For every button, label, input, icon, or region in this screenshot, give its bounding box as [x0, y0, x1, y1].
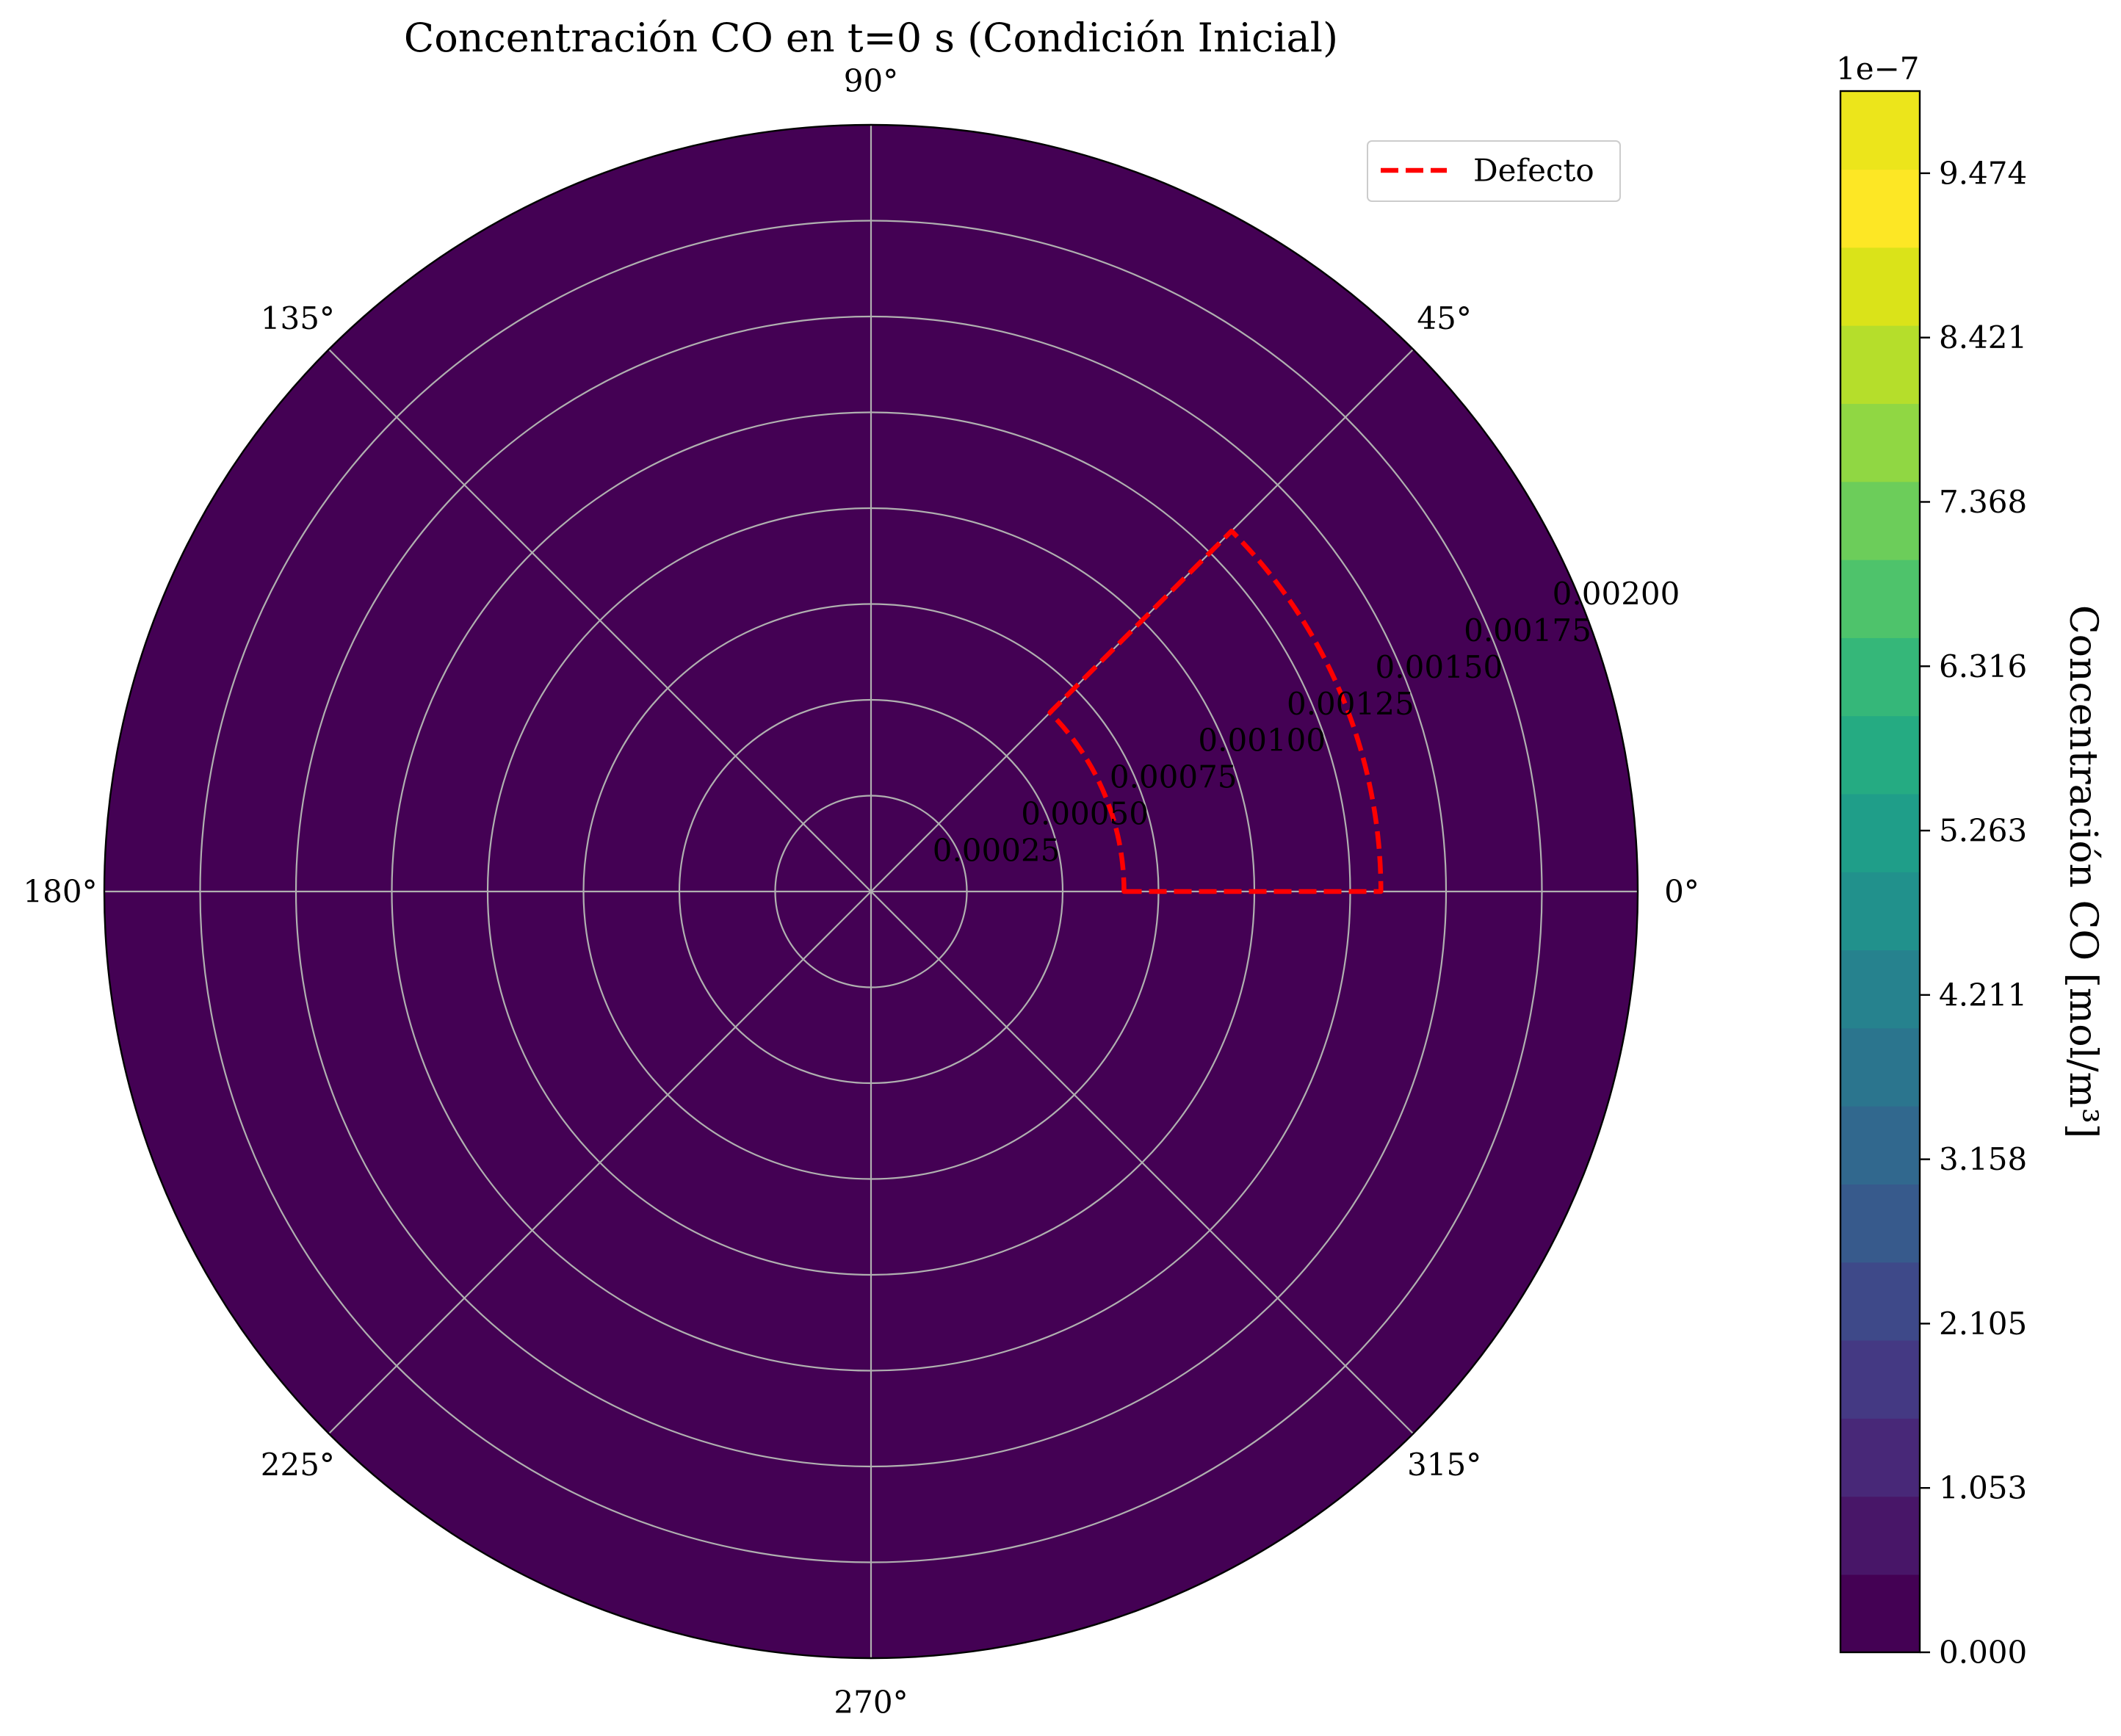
- angular-gridline: [328, 891, 872, 1434]
- colorbar-tick-label: 3.158: [1939, 1141, 2027, 1177]
- colorbar-level: [1840, 715, 1920, 795]
- colorbar-level: [1840, 169, 1920, 248]
- colorbar-level: [1840, 1027, 1920, 1107]
- colorbar-label: Concentración CO [mol/m³]: [2061, 605, 2105, 1138]
- colorbar-tick-label: 1.053: [1939, 1470, 2027, 1506]
- colorbar-level: [1840, 559, 1920, 638]
- colorbar-level: [1840, 793, 1920, 872]
- legend: Defecto: [1367, 140, 1621, 202]
- colorbar-tick-label: 5.263: [1939, 813, 2027, 849]
- radial-tick-label: 0.00100: [1198, 723, 1326, 759]
- defect-outline: [1047, 528, 1384, 894]
- polar-frame: [103, 123, 1639, 1660]
- colorbar-level: [1840, 1418, 1920, 1497]
- radial-tick-label: 0.00150: [1376, 649, 1503, 685]
- polar-axes: 0°45°90°135°180°225°270°315°0.000250.000…: [23, 63, 1699, 1721]
- colorbar-offset-text: 1e−7: [1836, 51, 1920, 87]
- colorbar-level: [1840, 950, 1920, 1029]
- legend-box: [1367, 140, 1621, 202]
- radial-tick-label: 0.00200: [1553, 576, 1680, 612]
- chart-title: Concentración CO en t=0 s (Condición Ini…: [404, 15, 1338, 61]
- angular-gridline: [328, 349, 872, 892]
- colorbar-level: [1840, 1496, 1920, 1575]
- colorbar-level: [1840, 403, 1920, 482]
- angular-gridline: [870, 891, 1414, 1434]
- legend-label-defecto: Defecto: [1473, 153, 1594, 189]
- colorbar-level: [1840, 1574, 1920, 1653]
- colorbar-tick-label: 6.316: [1939, 648, 2027, 684]
- radial-tick-label: 0.00075: [1110, 759, 1237, 795]
- colorbar: 0.000 1.053 2.105 3.158 4.211 5.263 6.316 7.368…: [1836, 51, 2105, 1671]
- colorbar-tick-label: 7.368: [1939, 484, 2027, 520]
- colorbar-level: [1840, 1262, 1920, 1341]
- radial-tick-label: 0.00125: [1287, 686, 1414, 722]
- colorbar-level: [1840, 325, 1920, 404]
- colorbar-tick-label: 0.000: [1939, 1635, 2027, 1671]
- radial-tick-label: 0.00050: [1021, 796, 1149, 832]
- colorbar-tick-label: 8.421: [1939, 319, 2027, 355]
- colorbar-tick-label: 2.105: [1939, 1306, 2027, 1342]
- angular-tick-label: 45°: [1417, 300, 1471, 336]
- colorbar-level: [1840, 1105, 1920, 1185]
- angular-tick-label: 0°: [1664, 874, 1699, 910]
- colorbar-tick-label: 4.211: [1939, 977, 2027, 1013]
- radial-tick-label: 0.00025: [933, 833, 1060, 869]
- colorbar-tick-label: 9.474: [1939, 155, 2027, 191]
- angular-tick-label: 135°: [261, 300, 335, 336]
- colorbar-level: [1840, 91, 1920, 170]
- radial-tick-label: 0.00175: [1464, 612, 1591, 648]
- colorbar-level: [1840, 872, 1920, 951]
- angular-tick-label: 315°: [1407, 1447, 1481, 1483]
- colorbar-level: [1840, 247, 1920, 326]
- colorbar-level: [1840, 1184, 1920, 1263]
- colorbar-frame: [1839, 90, 1921, 1654]
- angular-tick-label: 225°: [261, 1447, 335, 1483]
- colorbar-level: [1840, 1339, 1920, 1419]
- angular-tick-label: 90°: [844, 63, 898, 99]
- colorbar-level: [1840, 637, 1920, 717]
- angular-tick-label: 270°: [834, 1685, 908, 1721]
- angular-tick-label: 180°: [23, 874, 97, 910]
- colorbar-level: [1840, 481, 1920, 560]
